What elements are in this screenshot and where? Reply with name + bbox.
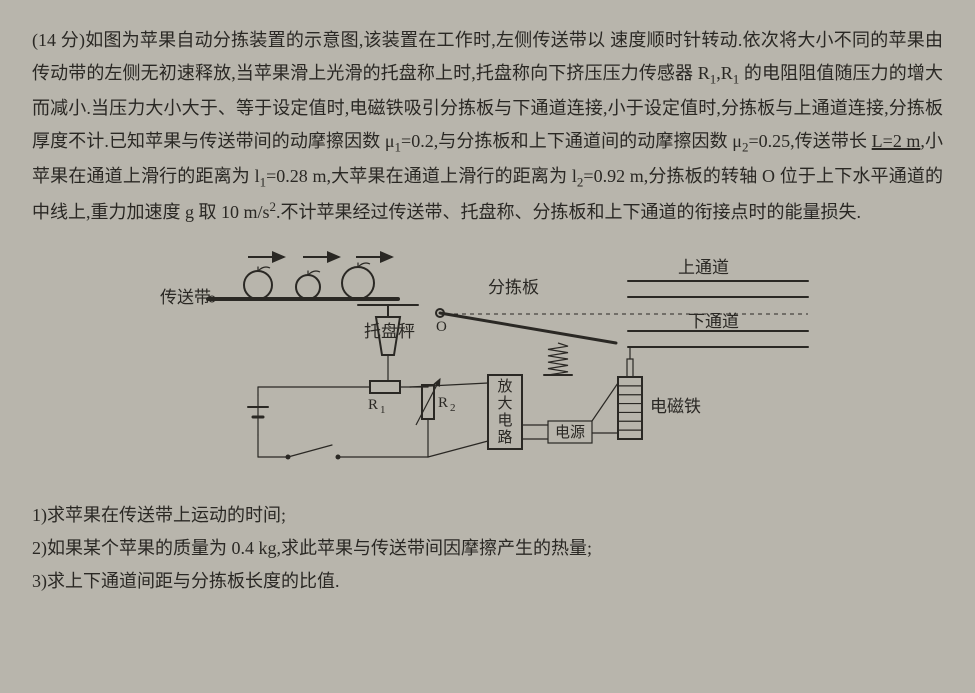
svg-text:电磁铁: 电磁铁 bbox=[650, 397, 701, 416]
text: ,R bbox=[716, 63, 733, 83]
svg-text:电源: 电源 bbox=[554, 424, 584, 441]
apparatus-diagram: 传送带托盘秤O分拣板上通道下通道电磁铁放大电路电源R1R2 bbox=[148, 235, 828, 485]
svg-text:2: 2 bbox=[450, 402, 456, 414]
question-list: 1)求苹果在传送带上运动的时间; 2)如果某个苹果的质量为 0.4 kg,求此苹… bbox=[32, 499, 943, 599]
text: =0.25,传送带长 bbox=[748, 131, 871, 151]
svg-text:1: 1 bbox=[380, 404, 386, 416]
svg-text:电: 电 bbox=[497, 412, 512, 429]
svg-text:放: 放 bbox=[497, 378, 512, 395]
figure-container: 传送带托盘秤O分拣板上通道下通道电磁铁放大电路电源R1R2 bbox=[32, 235, 943, 485]
svg-text:大: 大 bbox=[497, 395, 512, 412]
svg-text:路: 路 bbox=[497, 429, 512, 446]
question-3: 3)求上下通道间距与分拣板长度的比值. bbox=[32, 565, 943, 598]
text: .不计苹果经过传送带、托盘称、分拣板和上下通道的衔接点时的能量损失. bbox=[276, 202, 861, 222]
svg-text:O: O bbox=[436, 319, 447, 335]
svg-text:R: R bbox=[438, 395, 448, 411]
svg-text:下通道: 下通道 bbox=[688, 312, 739, 331]
underlined-L: L=2 m bbox=[872, 131, 921, 151]
problem-paragraph: (14 分)如图为苹果自动分拣装置的示意图,该装置在工作时,左侧传送带以 速度顺… bbox=[32, 24, 943, 229]
text: =0.2,与分拣板和上下通道间的动摩擦因数 μ bbox=[401, 131, 742, 151]
svg-text:R: R bbox=[368, 397, 378, 413]
question-2: 2)如果某个苹果的质量为 0.4 kg,求此苹果与传送带间因摩擦产生的热量; bbox=[32, 532, 943, 565]
svg-text:分拣板: 分拣板 bbox=[488, 278, 539, 297]
svg-text:上通道: 上通道 bbox=[678, 258, 729, 277]
text: =0.28 m,大苹果在通道上滑行的距离为 l bbox=[266, 166, 577, 186]
svg-text:托盘秤: 托盘秤 bbox=[364, 322, 415, 341]
question-1: 1)求苹果在传送带上运动的时间; bbox=[32, 499, 943, 532]
svg-text:传送带: 传送带 bbox=[160, 288, 211, 307]
text: (14 分)如图为苹果自动分拣装置的示意图,该装置在工作时,左侧传送带以 bbox=[32, 30, 605, 50]
